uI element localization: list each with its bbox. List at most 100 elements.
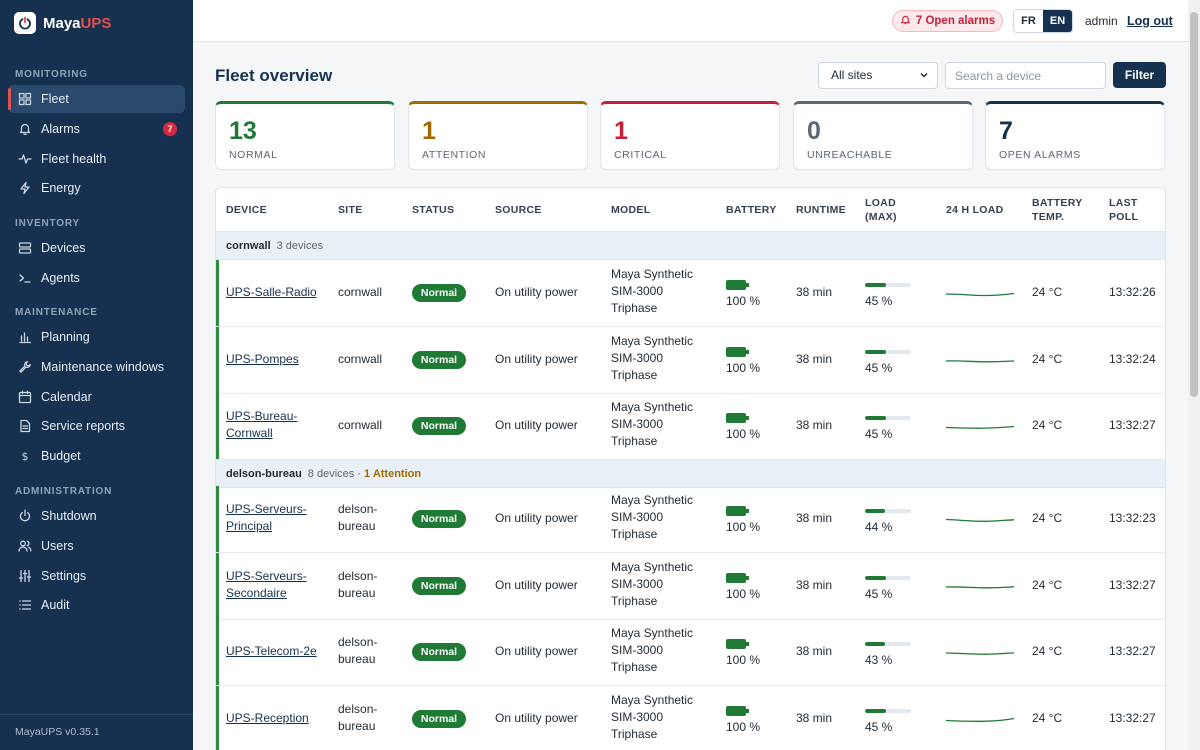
sidebar-item-service-reports[interactable]: Service reports bbox=[8, 412, 185, 440]
battery-temp-cell: 24 °C bbox=[1032, 511, 1063, 525]
kpi-card-attention[interactable]: 1 ATTENTION bbox=[408, 101, 588, 170]
sliders-icon bbox=[18, 569, 32, 583]
sidebar-item-settings[interactable]: Settings bbox=[8, 562, 185, 590]
site-line: cornwall bbox=[338, 285, 383, 299]
sidebar-item-budget[interactable]: $ Budget bbox=[8, 442, 185, 470]
col-site[interactable]: SITE bbox=[338, 204, 363, 216]
device-link[interactable]: UPS-Telecom-2e bbox=[226, 643, 317, 660]
col-status[interactable]: STATUS bbox=[412, 204, 455, 216]
sidebar-item-alarms[interactable]: Alarms 7 bbox=[8, 115, 185, 143]
open-alarms-button[interactable]: 7 Open alarms bbox=[892, 10, 1003, 32]
sidebar-item-label: Settings bbox=[41, 568, 87, 583]
device-name[interactable]: UPS-Salle-Radio bbox=[226, 285, 317, 299]
battery-fill bbox=[726, 413, 746, 423]
table-row[interactable]: UPS-Salle-Radio cornwall Normal On utility … bbox=[216, 260, 1165, 327]
last-poll-cell: 13:32:23 bbox=[1109, 511, 1156, 525]
col-battery[interactable]: BATTERY bbox=[726, 204, 777, 216]
device-link[interactable]: UPS-Pompes bbox=[226, 351, 299, 368]
load-bar-fill bbox=[865, 350, 886, 354]
kpi-card-unreachable[interactable]: 0 UNREACHABLE bbox=[793, 101, 973, 170]
group-row[interactable]: cornwall 3 devices bbox=[216, 232, 1165, 260]
kpi-card-critical[interactable]: 1 CRITICAL bbox=[600, 101, 780, 170]
load-bar bbox=[865, 709, 911, 713]
site-line: delson- bbox=[338, 502, 378, 516]
device-name-line: Principal bbox=[226, 519, 273, 533]
col-runtime[interactable]: RUNTIME bbox=[796, 204, 846, 216]
sidebar-item-devices[interactable]: Devices bbox=[8, 234, 185, 262]
table-row[interactable]: UPS-Reception delson-bureau Normal On utili… bbox=[216, 686, 1165, 750]
device-link[interactable]: UPS-Serveurs- Secondaire bbox=[226, 568, 307, 602]
status-badge: Normal bbox=[412, 351, 466, 369]
battery-icon bbox=[726, 506, 749, 516]
table-row[interactable]: UPS-Telecom-2e delson-bureau Normal On util… bbox=[216, 619, 1165, 686]
sidebar-item-label: Users bbox=[41, 538, 74, 553]
col-battery-temp[interactable]: BATTERY TEMP. bbox=[1032, 196, 1083, 224]
page-scrollbar[interactable] bbox=[1188, 0, 1200, 750]
sidebar-item-maintenance-windows[interactable]: Maintenance windows bbox=[8, 353, 185, 381]
kpi-card-open-alarms[interactable]: 7 OPEN ALARMS bbox=[985, 101, 1165, 170]
site-select[interactable]: All sites bbox=[818, 62, 938, 89]
device-link[interactable]: UPS-Salle-Radio bbox=[226, 284, 317, 301]
table-row[interactable]: UPS-Bureau- Cornwall cornwall Normal On util… bbox=[216, 393, 1165, 460]
device-name[interactable]: UPS-Bureau- Cornwall bbox=[226, 409, 297, 440]
lang-fr-button[interactable]: FR bbox=[1021, 15, 1036, 27]
lang-en-button[interactable]: EN bbox=[1043, 10, 1072, 32]
table-row[interactable]: UPS-Pompes cornwall Normal On utility power… bbox=[216, 327, 1165, 394]
search-input[interactable] bbox=[945, 62, 1106, 89]
device-name-line: UPS-Telecom-2e bbox=[226, 644, 317, 658]
col-load-line1: LOAD bbox=[865, 197, 896, 209]
bell-icon bbox=[18, 122, 32, 136]
device-name[interactable]: UPS-Telecom-2e bbox=[226, 644, 317, 658]
device-name[interactable]: UPS-Serveurs- Secondaire bbox=[226, 569, 307, 600]
load-bar-fill bbox=[865, 509, 885, 513]
table-row[interactable]: UPS-Serveurs- Secondaire delson-bureau Norm… bbox=[216, 553, 1165, 620]
group-row[interactable]: delson-bureau 8 devices · 1 Attention bbox=[216, 460, 1165, 488]
device-link[interactable]: UPS-Reception bbox=[226, 710, 309, 727]
sidebar-item-energy[interactable]: Energy bbox=[8, 174, 185, 202]
kpi-card-normal[interactable]: 13 NORMAL bbox=[215, 101, 395, 170]
col-model[interactable]: MODEL bbox=[611, 204, 651, 216]
load-value: 45 % bbox=[865, 427, 893, 441]
sidebar-item-planning[interactable]: Planning bbox=[8, 323, 185, 351]
device-link[interactable]: UPS-Bureau- Cornwall bbox=[226, 408, 297, 442]
brand-name-main: Maya bbox=[43, 14, 81, 32]
device-link[interactable]: UPS-Serveurs- Principal bbox=[226, 501, 307, 535]
col-load[interactable]: LOAD (MAX) bbox=[865, 196, 897, 224]
battery-fill bbox=[726, 280, 746, 290]
battery-value: 100 % bbox=[726, 427, 761, 441]
sidebar-item-fleet[interactable]: Fleet bbox=[8, 85, 185, 113]
24h-load-sparkline bbox=[945, 514, 1015, 526]
col-device[interactable]: DEVICE bbox=[226, 204, 267, 216]
sidebar-item-fleet-health[interactable]: Fleet health bbox=[8, 145, 185, 173]
bar-chart-icon bbox=[18, 330, 32, 344]
sidebar-item-agents[interactable]: Agents bbox=[8, 264, 185, 292]
battery-fill bbox=[726, 639, 746, 649]
load-value: 44 % bbox=[865, 520, 893, 534]
battery-temp-cell: 24 °C bbox=[1032, 578, 1063, 592]
group-name: delson-bureau bbox=[226, 468, 302, 480]
battery-icon bbox=[726, 347, 749, 357]
load-bar-fill bbox=[865, 283, 886, 287]
scrollbar-thumb[interactable] bbox=[1190, 12, 1198, 397]
load-bar bbox=[865, 509, 911, 513]
filter-button[interactable]: Filter bbox=[1113, 62, 1166, 88]
logout-link[interactable]: Log out bbox=[1127, 14, 1173, 28]
sidebar-item-shutdown[interactable]: Shutdown bbox=[8, 502, 185, 530]
col-24h-load[interactable]: 24 H LOAD bbox=[946, 204, 1004, 216]
brand[interactable]: MayaUPS bbox=[0, 0, 193, 46]
col-source[interactable]: SOURCE bbox=[495, 204, 542, 216]
table-row[interactable]: UPS-Serveurs- Principal delson-bureau Norma… bbox=[216, 486, 1165, 553]
col-last-poll[interactable]: LAST POLL bbox=[1109, 196, 1138, 224]
power-icon bbox=[18, 509, 32, 523]
device-name[interactable]: UPS-Reception bbox=[226, 711, 309, 725]
sidebar-item-audit[interactable]: Audit bbox=[8, 591, 185, 619]
model-line: Maya Synthetic bbox=[611, 267, 694, 281]
site-line: delson- bbox=[338, 569, 378, 583]
sidebar-item-calendar[interactable]: Calendar bbox=[8, 383, 185, 411]
brand-name-accent: UPS bbox=[80, 14, 112, 32]
col-poll-line1: LAST bbox=[1109, 197, 1138, 209]
users-icon bbox=[18, 539, 32, 553]
sidebar-item-users[interactable]: Users bbox=[8, 532, 185, 560]
device-name[interactable]: UPS-Pompes bbox=[226, 352, 299, 366]
device-name[interactable]: UPS-Serveurs- Principal bbox=[226, 502, 307, 533]
